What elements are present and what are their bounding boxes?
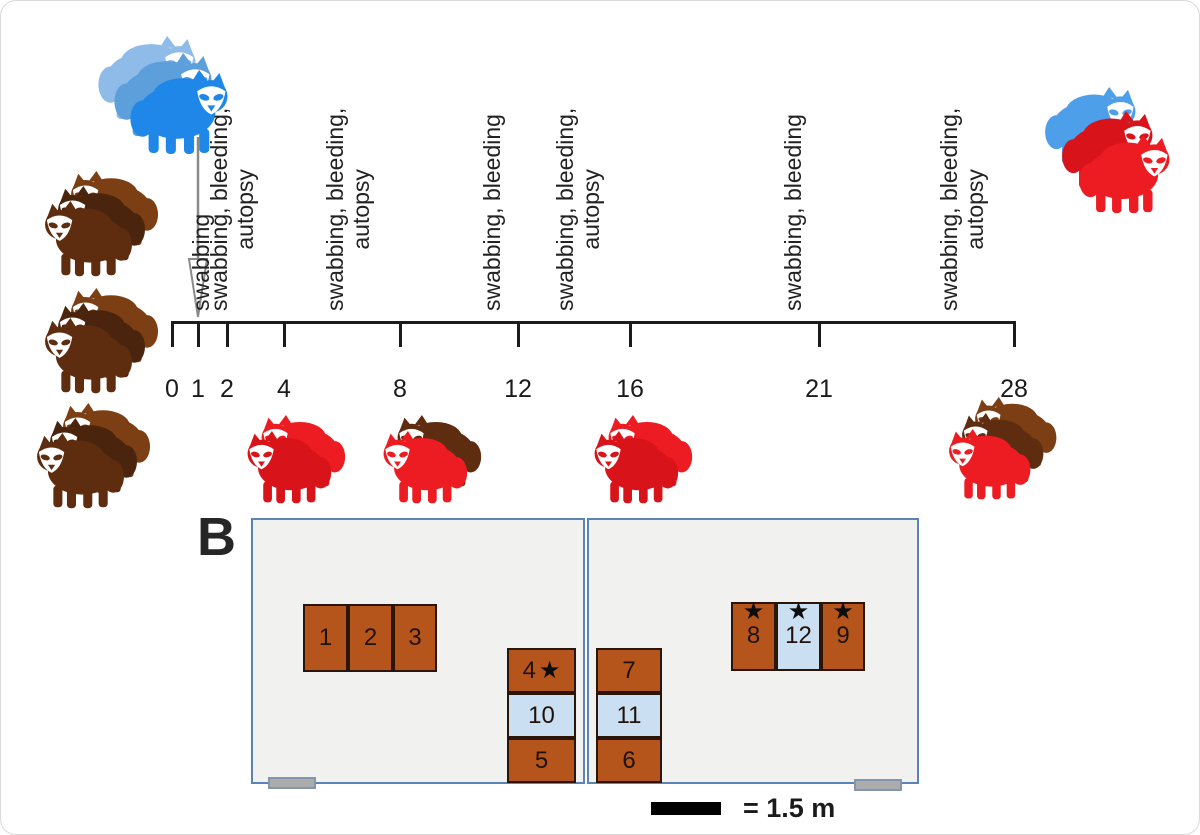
cage-3-number: 3: [408, 624, 422, 651]
event-label-day28: swabbing, bleeding, autopsy: [936, 107, 988, 311]
cage-4: 4 ★: [507, 648, 576, 693]
day-label-16: 16: [616, 375, 644, 403]
cage-3: 3: [393, 604, 437, 672]
cage-11: 11: [596, 693, 662, 738]
scale-bar: [651, 802, 721, 815]
cage-5-number: 5: [534, 746, 549, 774]
cage-11-number: 11: [616, 701, 642, 729]
event-label-day12: swabbing, bleeding: [479, 114, 505, 311]
cage-9: ★ 9: [821, 598, 865, 671]
door-right: [854, 779, 902, 791]
brown-group1-front-icon: [34, 201, 134, 278]
event-label-day4: swabbing, bleeding, autopsy: [206, 107, 258, 311]
tick-day-0: [171, 321, 174, 347]
pair-day8-red-icon: [373, 431, 469, 505]
cage-8-number: 8: [746, 622, 761, 649]
day-label-0: 0: [165, 375, 179, 403]
tick-day-2: [226, 321, 229, 347]
scale-label: = 1.5 m: [743, 793, 836, 823]
red-pair-day4-front-icon: [237, 431, 333, 505]
day-label-12: 12: [504, 375, 532, 403]
panel-b-label: B: [197, 507, 236, 567]
red-pair-day16-front-icon: [584, 431, 680, 505]
cage-4-star-icon: ★: [538, 656, 561, 684]
day-label-1: 1: [191, 375, 205, 403]
cage-8: ★ 8: [731, 598, 776, 671]
door-left: [268, 777, 316, 789]
day28-group-front-icon: [938, 429, 1033, 501]
cage-1-number: 1: [318, 624, 333, 651]
cage-9-star-icon: ★: [832, 598, 854, 625]
event-label-day8: swabbing, bleeding, autopsy: [322, 107, 374, 311]
cage-10-number: 10: [528, 701, 555, 729]
cage-2-number: 2: [363, 624, 378, 651]
tick-day-28: [1013, 321, 1016, 347]
event-label-day16: swabbing, bleeding, autopsy: [552, 107, 604, 311]
cage-12-number: 12: [785, 622, 812, 649]
cage-5: 5: [507, 738, 576, 783]
day-label-21: 21: [805, 375, 833, 403]
brown-group2-front-icon: [34, 318, 134, 395]
day-label-8: 8: [393, 375, 407, 403]
tick-day-16: [629, 321, 632, 347]
cage-2: 2: [348, 604, 393, 672]
cage-1: 1: [303, 604, 348, 672]
cage-7: 7: [596, 648, 662, 693]
cage-6: 6: [596, 738, 662, 783]
day-label-4: 4: [277, 375, 291, 403]
cage-10: 10: [507, 693, 576, 738]
day-label-28: 28: [1000, 375, 1028, 403]
tick-day-8: [399, 321, 402, 347]
tick-day-12: [517, 321, 520, 347]
event-label-day21: swabbing, bleeding: [780, 114, 806, 311]
brown-group3-front-icon: [26, 433, 126, 510]
cage-6-number: 6: [622, 746, 636, 774]
tick-day-4: [283, 321, 286, 347]
day-label-2: 2: [220, 375, 234, 403]
tick-day-1: [197, 321, 200, 347]
tick-day-21: [818, 321, 821, 347]
timeline-axis: [172, 321, 1016, 324]
cage-12: ★ 12: [776, 598, 821, 671]
cage-7-number: 7: [622, 656, 636, 684]
cage-4-number: 4: [522, 656, 536, 684]
cage-12-star-icon: ★: [787, 598, 810, 625]
cage-9-number: 9: [836, 622, 850, 649]
inoculation-arrow-icon: [187, 137, 209, 318]
topright-group-red-front-icon: [1075, 135, 1183, 215]
cage-8-star-icon: ★: [742, 598, 765, 625]
